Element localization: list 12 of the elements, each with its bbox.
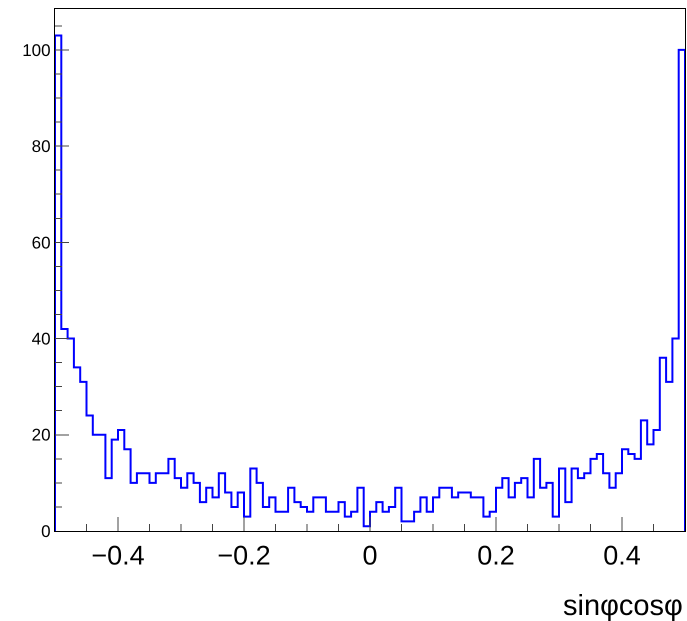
x-tick-label: 0.4: [603, 540, 641, 570]
y-tick-label: 100: [22, 40, 51, 60]
x-tick-label: −0.2: [217, 540, 271, 570]
x-tick-label: 0: [362, 540, 378, 570]
y-tick-label: 0: [41, 522, 51, 541]
y-tick-label: 80: [32, 137, 51, 156]
y-tick-label: 60: [32, 233, 51, 252]
x-tick-label: 0.2: [477, 540, 515, 570]
y-tick-label: 40: [32, 330, 51, 349]
x-axis-title: sinφcosφ: [563, 590, 683, 621]
x-tick-label: −0.4: [91, 540, 145, 570]
y-tick-label: 20: [32, 426, 51, 445]
